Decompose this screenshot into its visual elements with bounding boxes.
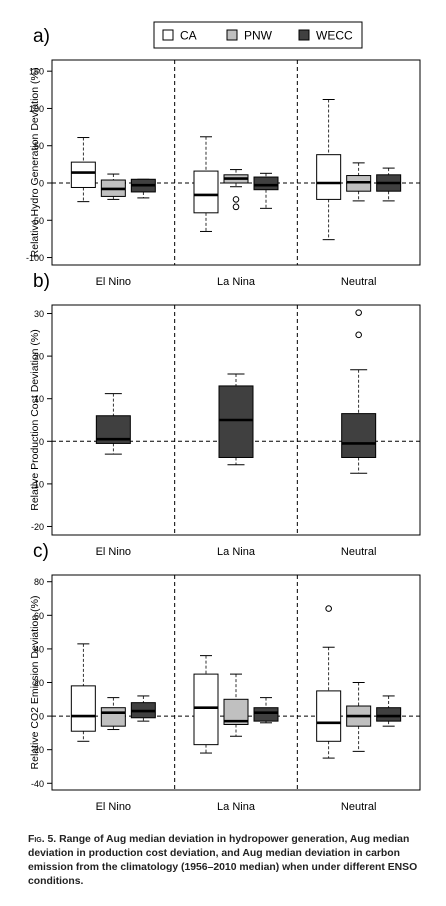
y-tick-label: 30 [34, 309, 44, 319]
box-wecc-la-nina [253, 172, 279, 209]
y-tick-label: -50 [31, 216, 44, 226]
box-iqr [341, 413, 377, 458]
panel-label: b) [33, 271, 50, 292]
y-tick-label: 0 [39, 437, 44, 447]
box-iqr [193, 170, 219, 214]
box-iqr [100, 707, 126, 727]
legend-swatch-ca [162, 29, 174, 41]
legend-swatch-pnw [226, 29, 238, 41]
plot-frame [51, 59, 421, 266]
category-label: El Nino [96, 801, 131, 813]
legend-label-wecc: WECC [316, 29, 353, 43]
legend-swatch-wecc [298, 29, 310, 41]
box-wecc-la-nina [218, 373, 254, 466]
legend-label-ca: CA [180, 29, 197, 43]
panel-3: c) -40 -20 0 20 40 60 80 Relative CO2 Emission D… [29, 541, 421, 813]
caption-text: Range of Aug median deviation in hydropo… [28, 834, 418, 887]
y-axis-label: Relative CO2 Emission Deviation (%) [29, 596, 41, 770]
y-tick-label: 50 [34, 141, 44, 151]
category-label: La Nina [217, 276, 256, 288]
panel-2: b) -20 -10 0 10 20 30 Relative Production Cost … [29, 271, 421, 558]
box-wecc-el-nino [130, 178, 156, 199]
box-pnw-la-nina [223, 169, 249, 211]
box-pnw-neutral [346, 162, 372, 202]
category-label: La Nina [217, 801, 256, 813]
box-ca-el-nino [70, 137, 96, 203]
outlier-point [232, 196, 240, 203]
box-wecc-el-nino [95, 393, 131, 455]
y-axis-label: Relative Hydro Generation Deviation (%) [29, 68, 41, 258]
outlier-point [232, 203, 240, 211]
y-tick-label: -40 [31, 779, 44, 789]
y-tick-label: 80 [34, 577, 44, 587]
box-wecc-el-nino [130, 695, 156, 722]
y-tick-label: -10 [31, 479, 44, 489]
box-ca-la-nina [193, 655, 219, 754]
y-tick-label: 100 [29, 104, 44, 114]
box-iqr [316, 690, 342, 742]
plot-frame [51, 304, 421, 536]
box-wecc-neutral [376, 695, 402, 727]
outlier-point [355, 331, 362, 339]
category-label: El Nino [96, 276, 131, 288]
y-tick-label: -100 [26, 253, 44, 263]
category-label: Neutral [341, 276, 376, 288]
category-label: Neutral [341, 546, 376, 558]
box-ca-neutral [316, 605, 342, 759]
box-pnw-el-nino [100, 173, 126, 200]
category-label: La Nina [217, 546, 256, 558]
category-label: El Nino [96, 546, 131, 558]
y-tick-label: 0 [39, 179, 44, 189]
box-ca-neutral [316, 99, 342, 241]
box-pnw-neutral [346, 682, 372, 752]
legend-label-pnw: PNW [244, 29, 273, 43]
y-tick-label: 0 [39, 712, 44, 722]
box-iqr [70, 685, 96, 732]
box-pnw-la-nina [223, 673, 249, 737]
box-iqr [218, 385, 254, 458]
box-iqr [253, 707, 279, 722]
y-tick-label: -20 [31, 522, 44, 532]
legend-box [153, 21, 363, 49]
box-iqr [316, 154, 342, 200]
category-label: Neutral [341, 801, 376, 813]
box-ca-el-nino [70, 643, 96, 742]
box-iqr [376, 707, 402, 722]
box-iqr [253, 176, 279, 191]
box-iqr [70, 161, 96, 188]
y-tick-label: 20 [34, 678, 44, 688]
box-iqr [193, 673, 219, 746]
panel-label: a) [33, 26, 50, 47]
box-wecc-neutral [341, 309, 377, 474]
outlier-point [355, 309, 362, 316]
figure-caption: Fig. 5. Range of Aug median deviation in… [28, 833, 438, 889]
y-tick-label: 150 [29, 67, 44, 77]
box-wecc-neutral [376, 167, 402, 202]
box-wecc-la-nina [253, 697, 279, 724]
y-axis-label: Relative Production Cost Deviation (%) [29, 329, 41, 511]
y-tick-label: 20 [34, 352, 44, 362]
panel-label: c) [33, 541, 49, 562]
box-ca-la-nina [193, 136, 219, 232]
y-tick-label: 40 [34, 644, 44, 654]
plot-frame [51, 574, 421, 791]
legend: CA PNW WECC [153, 21, 363, 49]
outlier-point [325, 605, 332, 612]
y-tick-label: 10 [34, 394, 44, 404]
caption-fig-label: Fig. 5. [28, 834, 57, 845]
y-tick-label: -20 [31, 745, 44, 755]
y-tick-label: 60 [34, 611, 44, 621]
box-pnw-el-nino [100, 697, 126, 731]
